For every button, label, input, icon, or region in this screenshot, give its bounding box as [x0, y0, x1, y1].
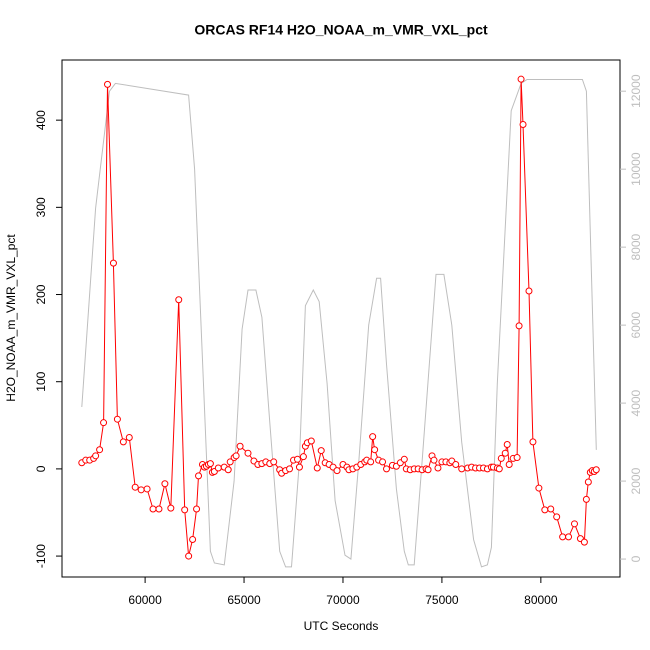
data-point: [584, 478, 592, 486]
data-point: [369, 433, 377, 441]
data-point: [495, 465, 503, 473]
data-point: [92, 452, 100, 460]
data-point: [582, 495, 590, 503]
data-point: [333, 467, 341, 475]
data-point: [424, 466, 432, 474]
x-tick-label: 75000: [425, 593, 459, 607]
data-point: [592, 466, 600, 474]
data-point: [313, 464, 321, 472]
y2-tick-label: 8000: [629, 233, 643, 260]
data-point: [214, 464, 222, 472]
y2-tick-label: 2000: [629, 467, 643, 494]
data-point: [367, 458, 375, 466]
data-point: [525, 287, 533, 295]
data-point: [371, 446, 379, 454]
data-point: [501, 449, 509, 457]
data-point: [379, 458, 387, 466]
data-point: [226, 458, 234, 466]
data-point: [236, 442, 244, 450]
data-point: [565, 533, 573, 541]
data-point: [452, 461, 460, 469]
data-point: [553, 513, 561, 521]
x-tick-label: 60000: [128, 593, 162, 607]
y2-tick-label: 12000: [629, 74, 643, 108]
data-point: [535, 484, 543, 492]
x-axis-label: UTC Seconds: [304, 619, 379, 633]
data-point: [580, 538, 588, 546]
y-tick-label: 0: [34, 465, 48, 472]
data-point: [295, 463, 303, 471]
data-point: [119, 438, 127, 446]
data-point: [299, 453, 307, 461]
data-point: [195, 472, 203, 480]
data-point: [519, 121, 527, 129]
data-point: [232, 452, 240, 460]
data-point: [137, 486, 145, 494]
data-point: [100, 419, 108, 427]
data-point: [161, 480, 169, 488]
data-point: [104, 80, 112, 88]
data-point: [224, 466, 232, 474]
data-point: [307, 437, 315, 445]
data-point: [529, 438, 537, 446]
data-point: [541, 506, 549, 514]
data-point: [149, 505, 157, 513]
chart-title: ORCAS RF14 H2O_NOAA_m_VMR_VXL_pct: [194, 22, 488, 38]
data-point: [143, 485, 151, 493]
data-point: [270, 458, 278, 466]
data-point: [458, 465, 466, 473]
data-point: [434, 464, 442, 472]
data-point: [193, 505, 201, 513]
y-tick-label: 400: [34, 110, 48, 130]
data-point: [113, 415, 121, 423]
data-point: [317, 447, 325, 455]
x-tick-label: 70000: [326, 593, 360, 607]
data-point: [430, 456, 438, 464]
data-point: [400, 455, 408, 463]
series-line: [81, 79, 597, 568]
data-point: [185, 552, 193, 560]
data-point: [503, 440, 511, 448]
y2-tick-label: 4000: [629, 389, 643, 416]
data-point: [286, 465, 294, 473]
y-tick-label: -100: [34, 544, 48, 568]
y2-tick-label: 0: [629, 555, 643, 562]
data-point: [109, 259, 117, 267]
series-line: [81, 79, 597, 557]
data-point: [293, 455, 301, 463]
data-point: [244, 449, 252, 457]
data-point: [96, 446, 104, 454]
data-point: [125, 434, 133, 442]
y-tick-label: 200: [34, 284, 48, 304]
data-point: [559, 533, 567, 541]
data-point: [570, 520, 578, 528]
data-point: [513, 454, 521, 462]
data-point: [505, 461, 513, 469]
data-point: [497, 454, 505, 462]
y2-tick-label: 6000: [629, 311, 643, 338]
data-point: [189, 536, 197, 544]
data-point: [167, 504, 175, 512]
data-point: [131, 483, 139, 491]
data-point: [383, 465, 391, 473]
data-point: [155, 505, 163, 513]
plot-frame: [61, 59, 621, 578]
y-axis-label: H2O_NOAA_m_VMR_VXL_pct: [4, 234, 18, 402]
data-point: [206, 460, 214, 468]
data-point: [181, 506, 189, 514]
y-tick-label: 100: [34, 371, 48, 391]
x-tick-label: 65000: [227, 593, 261, 607]
data-point: [515, 322, 523, 330]
data-point: [175, 296, 183, 304]
x-tick-label: 80000: [524, 593, 558, 607]
y-tick-label: 300: [34, 197, 48, 217]
data-point: [517, 75, 525, 83]
data-point: [547, 505, 555, 513]
y2-tick-label: 10000: [629, 152, 643, 186]
